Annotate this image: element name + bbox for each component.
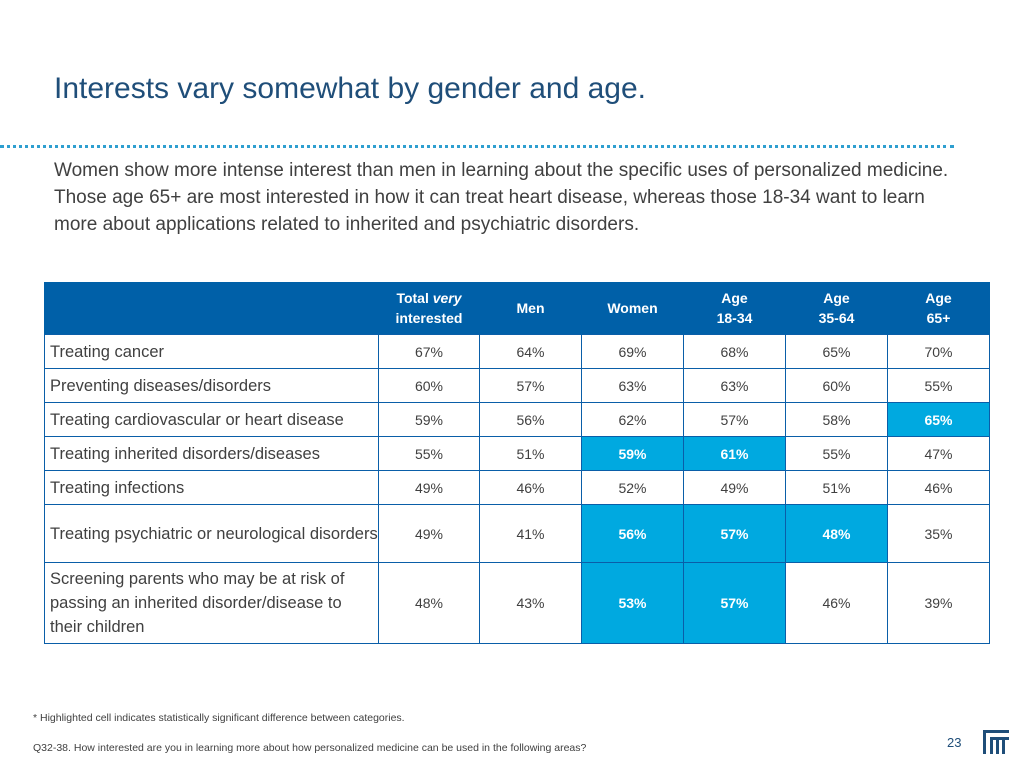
table-row: Preventing diseases/disorders 60% 57% 63… <box>44 368 990 403</box>
cell-men: 64% <box>479 334 582 369</box>
cell-age-18-34: 68% <box>683 334 786 369</box>
row-label: Treating infections <box>44 470 379 505</box>
cell-age-18-34: 57% <box>683 402 786 437</box>
cell-women: 63% <box>581 368 684 403</box>
cell-total: 48% <box>378 562 480 644</box>
header-age-35-64: Age 35-64 <box>785 282 888 335</box>
footnote: * Highlighted cell indicates statistical… <box>33 712 405 724</box>
interest-table: Total very interested Men Women Age 18-3… <box>44 282 990 644</box>
row-label: Treating cardiovascular or heart disease <box>44 402 379 437</box>
header-age-65-plus: Age 65+ <box>887 282 990 335</box>
cell-total: 49% <box>378 470 480 505</box>
cell-men: 41% <box>479 504 582 563</box>
cell-age-35-64: 46% <box>785 562 888 644</box>
cell-age-35-64: 48% <box>785 504 888 563</box>
cell-age-18-34: 57% <box>683 562 786 644</box>
row-label: Treating cancer <box>44 334 379 369</box>
row-label: Treating psychiatric or neurological dis… <box>44 504 379 563</box>
company-logo-icon <box>983 730 1009 754</box>
header-men: Men <box>479 282 582 335</box>
cell-age-18-34: 57% <box>683 504 786 563</box>
cell-age-18-34: 61% <box>683 436 786 471</box>
cell-age-35-64: 58% <box>785 402 888 437</box>
cell-men: 51% <box>479 436 582 471</box>
table-row: Treating cancer 67% 64% 69% 68% 65% 70% <box>44 334 990 369</box>
cell-women: 69% <box>581 334 684 369</box>
cell-age-18-34: 49% <box>683 470 786 505</box>
table-row: Treating inherited disorders/diseases 55… <box>44 436 990 471</box>
cell-age-35-64: 60% <box>785 368 888 403</box>
cell-age-65-plus: 35% <box>887 504 990 563</box>
cell-total: 60% <box>378 368 480 403</box>
header-area <box>44 282 379 335</box>
cell-women: 53% <box>581 562 684 644</box>
cell-total: 49% <box>378 504 480 563</box>
page-title: Interests vary somewhat by gender and ag… <box>54 72 647 105</box>
page-number: 23 <box>947 735 962 750</box>
cell-age-35-64: 65% <box>785 334 888 369</box>
table-row: Treating psychiatric or neurological dis… <box>44 504 990 563</box>
cell-total: 67% <box>378 334 480 369</box>
table-row: Treating cardiovascular or heart disease… <box>44 402 990 437</box>
cell-men: 46% <box>479 470 582 505</box>
cell-age-18-34: 63% <box>683 368 786 403</box>
summary-text: Women show more intense interest than me… <box>54 160 949 235</box>
cell-women: 62% <box>581 402 684 437</box>
dotted-divider <box>0 145 954 148</box>
header-age-18-34: Age 18-34 <box>683 282 786 335</box>
cell-men: 43% <box>479 562 582 644</box>
cell-women: 52% <box>581 470 684 505</box>
row-label: Preventing diseases/disorders <box>44 368 379 403</box>
cell-men: 56% <box>479 402 582 437</box>
table-row: Treating infections 49% 46% 52% 49% 51% … <box>44 470 990 505</box>
cell-total: 55% <box>378 436 480 471</box>
table-row: Screening parents who may be at risk of … <box>44 562 990 644</box>
cell-age-35-64: 51% <box>785 470 888 505</box>
cell-age-65-plus: 46% <box>887 470 990 505</box>
cell-age-35-64: 55% <box>785 436 888 471</box>
cell-total: 59% <box>378 402 480 437</box>
cell-women: 59% <box>581 436 684 471</box>
header-women: Women <box>581 282 684 335</box>
row-label: Treating inherited disorders/diseases <box>44 436 379 471</box>
header-total: Total very interested <box>378 282 480 335</box>
cell-age-65-plus: 55% <box>887 368 990 403</box>
cell-age-65-plus: 65% <box>887 402 990 437</box>
source-question: Q32-38. How interested are you in learni… <box>33 742 587 754</box>
cell-men: 57% <box>479 368 582 403</box>
table-header-row: Total very interested Men Women Age 18-3… <box>44 282 990 335</box>
cell-age-65-plus: 47% <box>887 436 990 471</box>
cell-age-65-plus: 39% <box>887 562 990 644</box>
cell-women: 56% <box>581 504 684 563</box>
row-label: Screening parents who may be at risk of … <box>44 562 379 644</box>
cell-age-65-plus: 70% <box>887 334 990 369</box>
